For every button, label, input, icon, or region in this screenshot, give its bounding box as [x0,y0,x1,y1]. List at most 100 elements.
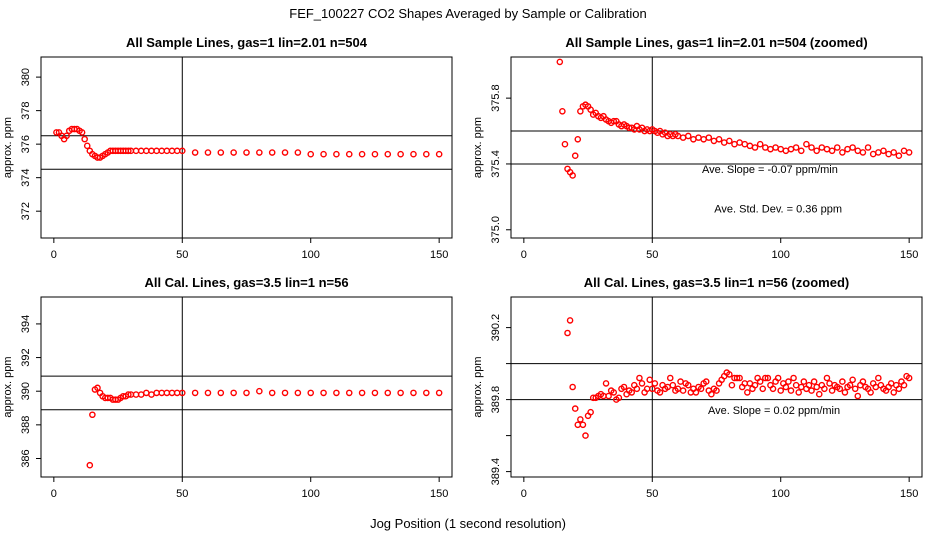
panel-annotation: Ave. Slope = -0.07 ppm/min [702,164,838,176]
data-point [759,385,767,393]
data-point [320,389,327,397]
data-point [410,389,417,397]
chart-panel-1: All Sample Lines, gas=1 lin=2.01 n=504 0 5… [2,35,453,261]
data-point [875,374,882,382]
data-point [191,389,199,397]
data-point [243,389,250,397]
data-point [813,383,820,391]
data-point [821,385,828,393]
data-point [880,147,887,155]
data-point [320,150,327,158]
data-point [728,381,736,389]
data-point [895,152,903,160]
panel-title: All Cal. Lines, gas=3.5 lin=1 n=56 [144,275,348,290]
data-point [823,145,831,153]
data-point [163,147,171,155]
data-point [713,387,720,394]
data-point [423,150,430,158]
data-point [900,147,908,155]
data-point [217,389,225,397]
data-point [78,129,86,136]
data-point [797,147,805,155]
data-point [805,381,813,389]
data-point [715,135,723,143]
data-point [679,134,687,141]
data-point [143,147,150,155]
data-point [81,135,88,143]
y-tick-label: 390 [20,382,32,400]
panel-title: All Sample Lines, gas=1 lin=2.01 n=504 [126,35,368,50]
data-point [384,150,392,158]
panel-title: All Cal. Lines, gas=3.5 lin=1 n=56 (zoom… [584,275,850,290]
y-tick-label: 390.2 [490,314,502,342]
x-tick-label: 100 [772,249,790,261]
data-point [646,376,654,384]
data-point [792,144,800,151]
data-point [905,374,913,382]
data-point [333,389,340,397]
data-point [358,389,366,397]
data-point [828,387,836,394]
data-point [695,134,702,141]
data-point [163,389,171,397]
data-point [191,149,199,156]
data-point [173,147,181,155]
data-point [787,387,795,394]
y-tick-label: 386 [20,449,32,467]
data-point [556,58,564,66]
data-point [153,389,160,397]
data-point [173,389,181,397]
data-point [726,371,733,378]
data-point [230,389,237,397]
data-point [751,381,759,389]
data-point [268,389,276,397]
data-point [720,139,728,146]
data-point [204,149,212,156]
data-point [787,145,795,153]
data-point [764,374,772,382]
plot-frame [510,56,923,239]
data-point [828,147,836,155]
y-tick-label: 372 [20,202,32,220]
figure-x-axis-label: Jog Position (1 second resolution) [370,516,566,531]
data-point [741,140,749,148]
data-point [705,134,713,141]
data-point [158,389,166,397]
data-point [684,381,692,389]
data-point [651,380,659,387]
data-point [803,140,810,148]
y-tick-label: 375.0 [490,216,502,244]
data-point [692,389,700,396]
chart-panel-3: All Cal. Lines, gas=3.5 lin=1 n=56 0 50 100… [2,275,453,500]
data-point [762,144,769,151]
data-point [574,135,582,143]
data-point [243,149,250,156]
y-tick-label: 375.4 [490,150,502,178]
data-point [281,149,289,156]
data-point [577,416,584,423]
data-point [656,389,664,396]
data-point [423,389,430,397]
data-point [762,374,769,382]
data-point [890,149,898,156]
data-point [808,387,815,394]
data-point [63,132,70,140]
plot-frame [510,296,923,478]
data-point [633,385,641,393]
y-tick-label: 392 [20,348,32,366]
data-series [556,58,913,179]
x-tick-label: 50 [646,488,658,500]
panel-title: All Sample Lines, gas=1 lin=2.01 n=504 (… [565,35,867,50]
data-point [818,144,826,151]
data-point [410,150,417,158]
data-point [281,389,289,397]
data-point [756,378,764,385]
data-point [561,140,569,148]
data-point [795,389,803,396]
y-axis-label: approx. ppm [2,356,14,417]
figure-title: FEF_100227 CO2 Shapes Averaged by Sample… [289,6,647,21]
data-point [620,383,628,391]
data-point [384,389,392,397]
data-point [125,391,132,398]
data-point [767,145,774,153]
